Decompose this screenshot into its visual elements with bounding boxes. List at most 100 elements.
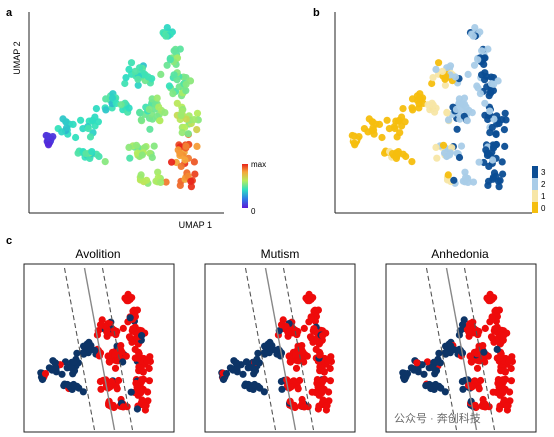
point-a	[58, 128, 66, 136]
point-low	[127, 388, 135, 396]
point-b	[483, 149, 491, 157]
point-high	[481, 324, 489, 332]
point-b	[438, 67, 446, 75]
point-b	[433, 154, 441, 162]
point-high	[308, 388, 316, 396]
point-b	[435, 59, 443, 67]
xlabel-a: UMAP 1	[179, 220, 212, 230]
colorbar-b-tick-3: 3	[541, 168, 546, 177]
point-high	[488, 314, 496, 322]
point-low	[458, 377, 466, 386]
point-a	[77, 116, 85, 124]
point-high	[286, 357, 294, 366]
point-b	[351, 141, 359, 149]
points-b	[348, 24, 510, 191]
point-b	[464, 70, 472, 78]
point-low	[138, 332, 146, 340]
point-low	[248, 364, 256, 372]
point-high	[139, 367, 147, 376]
point-b	[501, 142, 509, 150]
point-b	[486, 129, 494, 137]
point-low	[251, 358, 259, 366]
point-high	[505, 357, 513, 365]
point-b	[471, 24, 479, 32]
point-high	[479, 342, 487, 350]
point-low	[435, 349, 443, 357]
point-a	[163, 61, 171, 69]
point-high	[500, 332, 508, 340]
point-low	[260, 388, 268, 396]
point-a	[157, 178, 165, 186]
panel-letter-c: c	[6, 235, 12, 247]
point-a	[182, 142, 190, 150]
guide-line-solid	[83, 267, 116, 431]
point-a	[178, 129, 186, 137]
title-mutism: Mutism	[261, 247, 300, 261]
ylabel-a: UMAP 2	[12, 41, 22, 74]
point-a	[125, 143, 133, 151]
point-low	[61, 358, 70, 366]
point-b	[408, 158, 416, 166]
point-low	[493, 345, 501, 353]
point-low	[79, 388, 87, 396]
point-a	[182, 115, 190, 123]
point-high	[491, 325, 499, 333]
point-b	[432, 143, 440, 151]
point-a	[102, 106, 110, 114]
point-low	[254, 349, 262, 357]
point-a	[69, 120, 77, 128]
point-high	[145, 364, 153, 373]
subplot-frame	[385, 263, 537, 433]
point-b	[484, 45, 492, 53]
point-high	[133, 382, 141, 390]
point-b	[498, 116, 506, 124]
point-a	[161, 109, 169, 117]
guide-line-dashed	[282, 267, 315, 431]
point-a	[184, 130, 192, 138]
point-low	[239, 370, 247, 378]
point-high	[312, 345, 320, 353]
point-a	[176, 149, 184, 157]
colorbar-a-min-label: 0	[251, 207, 256, 216]
point-high	[135, 351, 143, 359]
point-low	[480, 348, 488, 356]
point-high	[300, 403, 308, 411]
point-a	[169, 90, 177, 98]
point-a	[181, 156, 189, 164]
point-b	[463, 117, 471, 125]
point-high	[495, 405, 503, 413]
point-b	[485, 162, 493, 170]
point-b	[473, 82, 481, 90]
point-high	[318, 377, 327, 385]
point-a	[49, 133, 57, 141]
point-b	[444, 171, 452, 179]
point-high	[316, 351, 324, 359]
point-high	[41, 370, 50, 378]
point-high	[291, 326, 299, 334]
point-b	[475, 158, 483, 166]
point-b	[484, 181, 492, 189]
point-a	[162, 32, 170, 40]
point-b	[478, 71, 486, 79]
point-a	[193, 109, 202, 117]
subplot-mutism	[204, 263, 356, 433]
point-b	[501, 109, 509, 117]
point-a	[145, 105, 153, 113]
point-high	[96, 321, 105, 329]
point-high	[119, 403, 127, 411]
point-b	[489, 156, 497, 164]
point-high	[497, 351, 505, 359]
point-b	[492, 130, 500, 138]
point-b	[470, 61, 479, 69]
point-low	[278, 385, 286, 393]
point-a	[170, 71, 178, 79]
point-high	[314, 382, 322, 390]
point-high	[501, 367, 509, 376]
point-b	[395, 116, 403, 124]
point-high	[413, 359, 421, 367]
point-high	[325, 388, 333, 396]
point-high	[322, 402, 330, 410]
point-b	[457, 142, 466, 150]
point-high	[298, 342, 306, 350]
guide-line-dashed	[101, 267, 134, 431]
